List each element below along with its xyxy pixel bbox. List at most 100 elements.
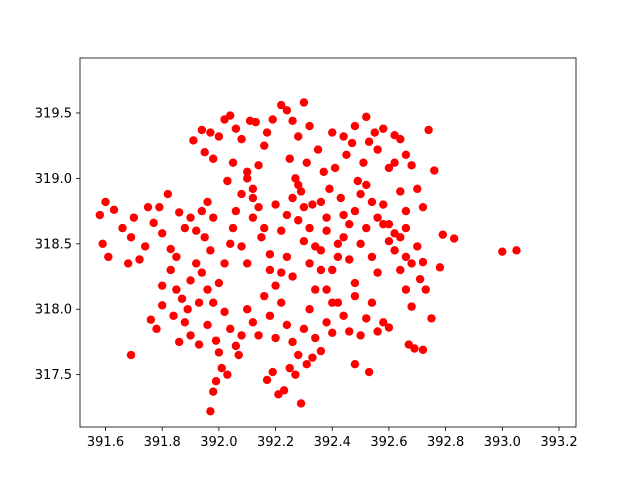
x-tick-label: 393.0 <box>484 435 521 450</box>
data-point <box>339 132 348 141</box>
data-point <box>251 117 260 127</box>
data-point <box>194 340 204 349</box>
data-point <box>413 242 422 251</box>
data-point <box>186 213 195 222</box>
data-point <box>342 150 351 160</box>
data-point <box>248 213 258 222</box>
data-point <box>356 189 365 199</box>
data-point <box>157 301 167 310</box>
data-point <box>364 367 374 377</box>
data-point <box>169 311 178 320</box>
data-point <box>234 350 243 360</box>
data-point <box>328 328 337 337</box>
data-point <box>192 259 201 268</box>
data-point <box>322 226 331 235</box>
data-point <box>271 333 280 343</box>
data-point <box>328 265 337 275</box>
data-point <box>206 128 215 137</box>
data-point <box>254 161 263 170</box>
data-point <box>237 189 246 199</box>
data-point <box>197 268 207 277</box>
data-point <box>271 200 280 209</box>
y-tick-label: 317.5 <box>35 368 72 383</box>
data-point <box>296 399 306 408</box>
data-point <box>203 285 212 294</box>
data-point <box>180 318 190 327</box>
data-point <box>206 246 215 255</box>
data-point <box>322 213 331 222</box>
data-point <box>265 250 275 259</box>
data-point <box>421 285 430 294</box>
data-point <box>498 247 507 256</box>
data-point <box>157 229 167 238</box>
data-point <box>339 210 348 220</box>
data-point <box>157 281 167 290</box>
data-point <box>302 158 311 167</box>
data-point <box>322 285 331 294</box>
data-point <box>129 213 139 222</box>
data-point <box>299 236 309 246</box>
data-point <box>203 197 212 207</box>
data-point <box>350 206 360 216</box>
data-point <box>305 223 314 233</box>
data-point <box>299 324 309 334</box>
data-point <box>512 246 521 255</box>
data-point <box>367 197 377 207</box>
data-point <box>186 276 195 285</box>
data-point <box>356 331 365 340</box>
data-point <box>126 233 136 242</box>
y-tick-label: 319.0 <box>35 172 72 187</box>
data-point <box>243 259 252 268</box>
data-point <box>135 255 144 264</box>
data-point <box>254 202 263 212</box>
y-tick-label: 318.5 <box>35 237 72 252</box>
data-point <box>339 233 348 242</box>
data-point <box>305 305 314 314</box>
data-point <box>231 341 241 351</box>
data-point <box>291 174 300 183</box>
data-point <box>333 252 343 262</box>
data-point <box>288 337 297 347</box>
data-point <box>243 174 252 183</box>
data-point <box>243 305 252 314</box>
data-point <box>350 359 360 369</box>
data-point <box>166 244 175 254</box>
data-point <box>166 265 175 275</box>
data-point <box>248 193 258 203</box>
data-point <box>104 252 113 262</box>
data-point <box>364 137 374 146</box>
data-point <box>98 239 107 249</box>
data-point <box>390 246 399 255</box>
data-point <box>237 134 246 144</box>
data-point <box>214 278 224 288</box>
data-point <box>140 242 150 251</box>
data-point <box>359 158 368 167</box>
data-point <box>183 305 192 314</box>
data-point <box>277 268 286 277</box>
data-point <box>155 202 164 212</box>
data-point <box>262 375 272 385</box>
data-point <box>373 268 382 277</box>
data-point <box>367 298 377 307</box>
data-point <box>231 124 241 133</box>
data-point <box>390 158 399 167</box>
x-axis: 391.6 391.8 392.0 392.2 392.4 392.6 392.8 393.0… <box>87 427 578 450</box>
data-point <box>291 370 300 379</box>
data-point <box>345 255 354 264</box>
axes <box>79 57 577 428</box>
data-point <box>325 184 334 194</box>
data-point <box>396 187 405 196</box>
data-point <box>271 281 280 290</box>
data-point <box>268 115 277 124</box>
data-point <box>415 274 425 284</box>
data-point <box>384 323 394 332</box>
data-point <box>220 307 229 317</box>
data-point <box>282 106 292 115</box>
data-point <box>418 202 428 212</box>
data-point <box>413 184 422 194</box>
data-point <box>401 252 411 262</box>
data-point <box>407 161 416 170</box>
y-axis: 317.5 318.0 318.5 319.0 319.5 <box>35 106 80 383</box>
data-point <box>305 259 314 268</box>
data-point <box>282 320 292 330</box>
